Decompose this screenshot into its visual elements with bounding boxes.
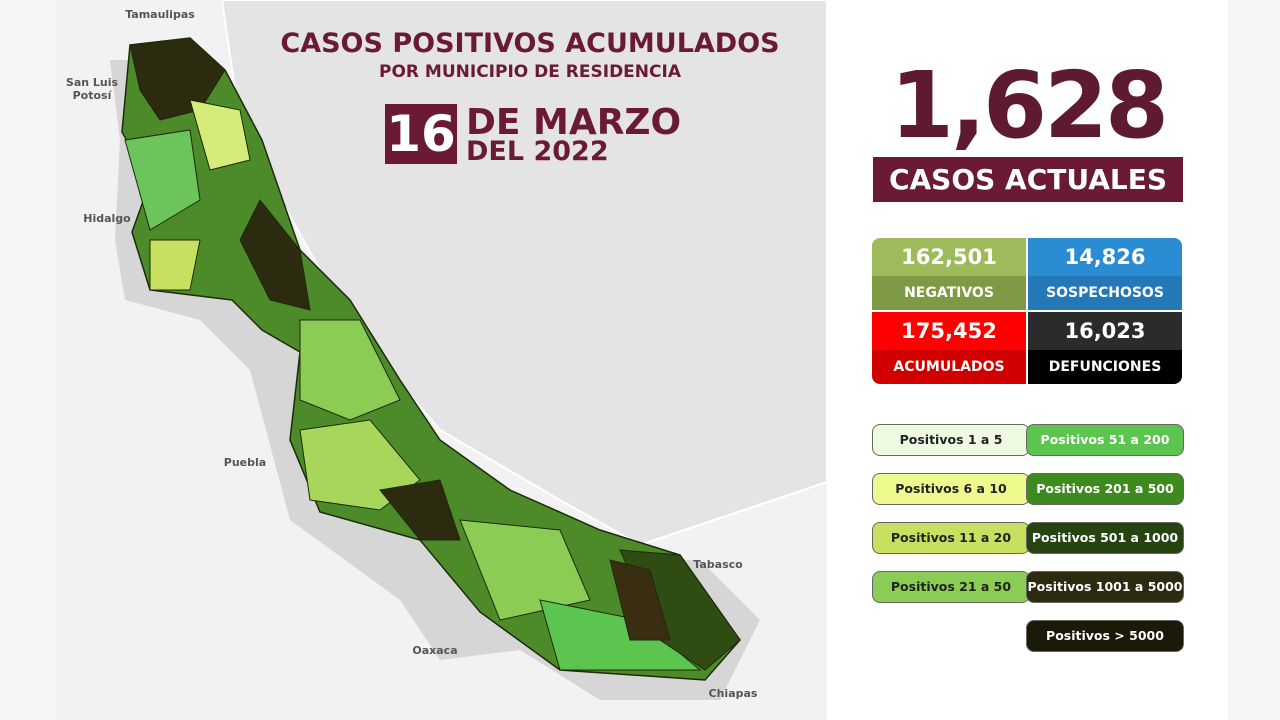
legend-item: Positivos 6 a 10 bbox=[872, 473, 1030, 505]
legend-item: Positivos 1001 a 5000 bbox=[1026, 571, 1184, 603]
legend-item: Positivos 21 a 50 bbox=[872, 571, 1030, 603]
stat-box: 16,023 DEFUNCIONES bbox=[1028, 312, 1182, 384]
stat-box: 175,452 ACUMULADOS bbox=[872, 312, 1026, 384]
map-label: Puebla bbox=[223, 456, 267, 469]
map-label: San Luis Potosí bbox=[65, 76, 119, 102]
legend-item: Positivos 1 a 5 bbox=[872, 424, 1030, 456]
map-label: Tabasco bbox=[693, 558, 743, 571]
date-day: 16 bbox=[385, 104, 457, 164]
title: CASOS POSITIVOS ACUMULADOS bbox=[280, 28, 780, 59]
map-label: Tamaulipas bbox=[125, 8, 195, 21]
current-cases: 1,628 bbox=[889, 52, 1169, 159]
legend-item: Positivos 11 a 20 bbox=[872, 522, 1030, 554]
stat-label: SOSPECHOSOS bbox=[1028, 276, 1182, 310]
stat-value: 175,452 bbox=[872, 312, 1026, 350]
stat-label: ACUMULADOS bbox=[872, 350, 1026, 384]
legend-item: Positivos > 5000 bbox=[1026, 620, 1184, 652]
stat-value: 162,501 bbox=[872, 238, 1026, 276]
region bbox=[299, 319, 401, 421]
stat-label: NEGATIVOS bbox=[872, 276, 1026, 310]
region bbox=[539, 599, 702, 671]
region bbox=[239, 199, 311, 311]
region bbox=[379, 479, 461, 541]
region bbox=[149, 239, 201, 291]
region bbox=[124, 129, 201, 231]
date-month: DE MARZO bbox=[466, 102, 682, 143]
current-label: CASOS ACTUALES bbox=[873, 157, 1183, 202]
map-label: Hidalgo bbox=[83, 212, 131, 225]
stat-value: 16,023 bbox=[1028, 312, 1182, 350]
region bbox=[189, 99, 251, 171]
region bbox=[609, 559, 671, 641]
stat-value: 14,826 bbox=[1028, 238, 1182, 276]
legend-item: Positivos 51 a 200 bbox=[1026, 424, 1184, 456]
date-year: DEL 2022 bbox=[466, 136, 609, 167]
region bbox=[459, 519, 591, 621]
legend-item: Positivos 501 a 1000 bbox=[1026, 522, 1184, 554]
map-label: Chiapas bbox=[708, 687, 758, 700]
stat-box: 14,826 SOSPECHOSOS bbox=[1028, 238, 1182, 310]
map-label: Oaxaca bbox=[412, 644, 458, 657]
stat-box: 162,501 NEGATIVOS bbox=[872, 238, 1026, 310]
veracruz bbox=[121, 37, 741, 681]
stat-label: DEFUNCIONES bbox=[1028, 350, 1182, 384]
legend-item: Positivos 201 a 500 bbox=[1026, 473, 1184, 505]
subtitle: POR MUNICIPIO DE RESIDENCIA bbox=[379, 62, 681, 82]
